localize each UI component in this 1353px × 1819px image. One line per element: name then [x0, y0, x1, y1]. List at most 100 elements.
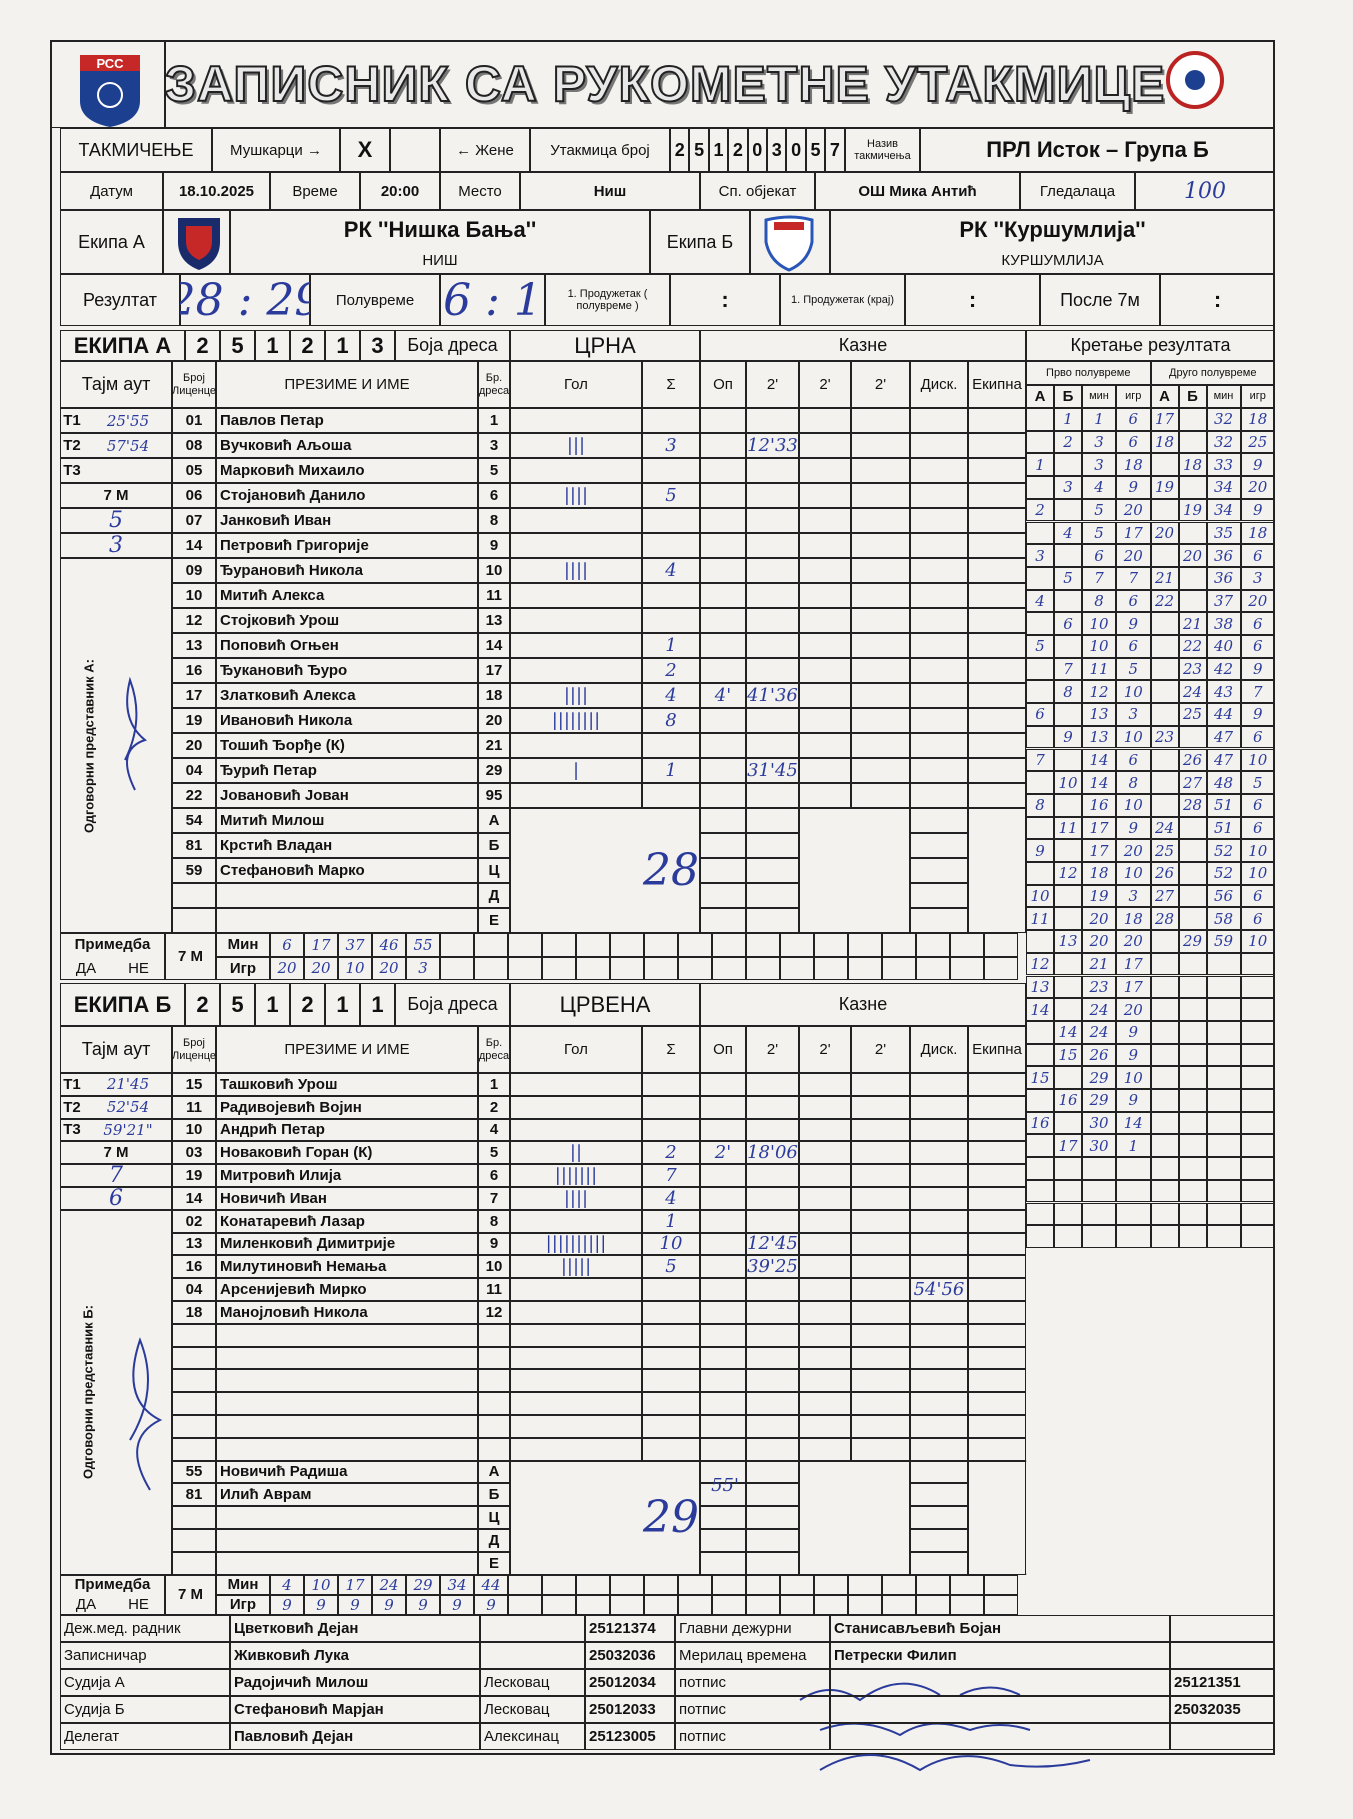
- cell: [478, 758, 510, 783]
- cell: [1116, 703, 1151, 726]
- progression-entry: 20: [1123, 932, 1143, 951]
- player-license: 20: [185, 737, 203, 754]
- progression-entry: 16: [1030, 1114, 1050, 1133]
- cell: [1240, 453, 1275, 477]
- cell: [968, 1323, 1026, 1347]
- cell: [1150, 975, 1179, 999]
- cell: [1026, 544, 1054, 567]
- player-goals: 4: [665, 560, 677, 581]
- label: Сп. објекат: [718, 182, 797, 200]
- cell: [1082, 771, 1116, 794]
- cell: [1054, 1157, 1082, 1180]
- cell: [1054, 771, 1082, 794]
- cell: [60, 1642, 230, 1669]
- cell: [851, 658, 910, 683]
- cell: [372, 956, 406, 980]
- cell: [1206, 975, 1241, 999]
- progression-entry: 19: [1154, 478, 1175, 497]
- cell: [1082, 975, 1116, 999]
- cell: [700, 708, 746, 733]
- player-goals: 7: [665, 1165, 677, 1187]
- cell: [474, 933, 508, 957]
- player-license: 17: [185, 687, 203, 704]
- cell: [172, 1209, 216, 1233]
- player-name: Конатаревић Лазар: [220, 1212, 365, 1230]
- cell: [700, 1392, 746, 1415]
- staff-jersey: Д: [488, 887, 500, 904]
- cell: [1082, 498, 1116, 522]
- cell: [968, 1346, 1026, 1370]
- cell: [510, 330, 700, 361]
- label: Казне: [838, 994, 888, 1014]
- cell: [478, 1187, 510, 1210]
- cell: [172, 1551, 216, 1575]
- cell: [746, 433, 799, 458]
- cell: [1178, 1043, 1207, 1067]
- official-name: Живковић Лука: [234, 1647, 349, 1664]
- cell: [216, 808, 478, 833]
- cell: [338, 1574, 372, 1595]
- player-name: Андрић Петар: [220, 1121, 325, 1139]
- player-jersey: 11: [486, 1281, 502, 1299]
- cell: [1082, 1202, 1116, 1226]
- half-label: Друго полувреме: [1169, 366, 1257, 379]
- progression-col: А: [1159, 388, 1170, 405]
- progression-entry: 28: [1154, 909, 1175, 928]
- cell: [910, 683, 968, 708]
- cell: [814, 933, 848, 957]
- cell: [60, 1026, 172, 1073]
- cell: [478, 483, 510, 508]
- cell: [675, 1669, 830, 1696]
- cell: [851, 1415, 910, 1438]
- cell: [799, 633, 851, 658]
- cell: [478, 1255, 510, 1279]
- cell: [230, 1669, 480, 1696]
- cell: [480, 1696, 585, 1723]
- progression-entry: 18: [1123, 909, 1143, 928]
- player-license: 22: [185, 787, 203, 804]
- player-name: Павлов Петар: [220, 412, 324, 429]
- cell: [1240, 839, 1275, 862]
- column-header: Тајм аут: [81, 374, 151, 394]
- cell: [642, 458, 700, 483]
- progression-entry: 10: [1030, 887, 1050, 906]
- cell: [799, 1209, 851, 1233]
- cell: [60, 533, 172, 558]
- cell: [1054, 907, 1082, 931]
- progression-entry: 20: [1123, 546, 1143, 565]
- player-op: 4': [714, 685, 732, 706]
- cell: [968, 583, 1026, 608]
- cell: [851, 1026, 910, 1073]
- cell: [216, 1187, 478, 1210]
- cell: [1240, 612, 1275, 635]
- player-license: 03: [185, 1144, 203, 1162]
- cell: [1026, 725, 1054, 749]
- progression-entry: 6: [1252, 614, 1263, 633]
- cell: [1150, 566, 1179, 590]
- cell: [910, 758, 968, 783]
- player-license: 12: [185, 612, 203, 629]
- player-name: Златковић Алекса: [220, 687, 356, 704]
- cell: [1026, 771, 1054, 794]
- progression-entry: 14: [1123, 1114, 1143, 1133]
- cell: [1178, 1134, 1207, 1158]
- player-disq: 54'56: [913, 1279, 965, 1301]
- cell: [700, 1278, 746, 1301]
- cell: [1082, 1179, 1116, 1203]
- column-header: Диск.: [920, 1041, 958, 1058]
- column-header: Σ: [666, 376, 676, 393]
- cell: [910, 1073, 968, 1096]
- player-jersey: 20: [485, 712, 503, 729]
- official-role: Деж.мед. радник: [64, 1620, 181, 1637]
- column-header: Гол: [564, 1041, 588, 1058]
- player-jersey: 13: [485, 612, 503, 629]
- progression-entry: 7: [1035, 750, 1045, 769]
- cell: [172, 1095, 216, 1119]
- cell: [478, 1095, 510, 1119]
- player-goals: 4: [665, 685, 677, 706]
- player-tally: |||||||: [554, 1165, 598, 1187]
- cell: [700, 608, 746, 633]
- cell: [746, 683, 799, 708]
- player-tally: ||||: [563, 1187, 589, 1209]
- cell: [851, 1141, 910, 1165]
